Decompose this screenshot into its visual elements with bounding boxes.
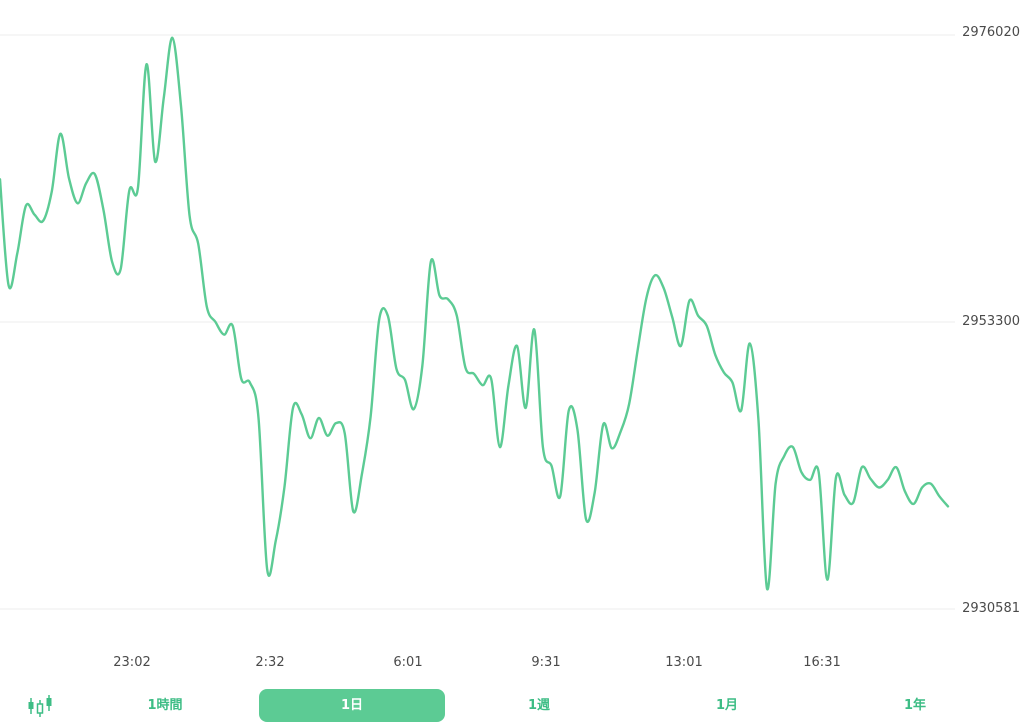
range-1d-button[interactable]: 1日	[259, 689, 445, 722]
grid-lines	[0, 34, 955, 610]
price-chart	[0, 34, 955, 610]
x-tick-label: 23:02	[113, 655, 151, 670]
range-1w-button[interactable]: 1週	[527, 698, 551, 713]
x-tick-label: 9:31	[531, 655, 561, 670]
x-tick-label: 13:01	[665, 655, 703, 670]
price-line	[0, 36, 950, 591]
range-selector: 1時間 1日 1週 1月 1年	[0, 688, 1024, 723]
y-tick-label: 2953300	[962, 314, 1020, 329]
y-tick-label: 2930581	[962, 601, 1020, 616]
x-tick-label: 16:31	[803, 655, 841, 670]
candlestick-icon[interactable]	[27, 694, 53, 718]
x-tick-label: 6:01	[393, 655, 423, 670]
y-tick-label: 2976020	[962, 25, 1020, 40]
x-tick-label: 2:32	[255, 655, 285, 670]
range-1m-button[interactable]: 1月	[715, 698, 739, 713]
range-1h-button[interactable]: 1時間	[147, 698, 183, 713]
range-1y-button[interactable]: 1年	[903, 698, 927, 713]
